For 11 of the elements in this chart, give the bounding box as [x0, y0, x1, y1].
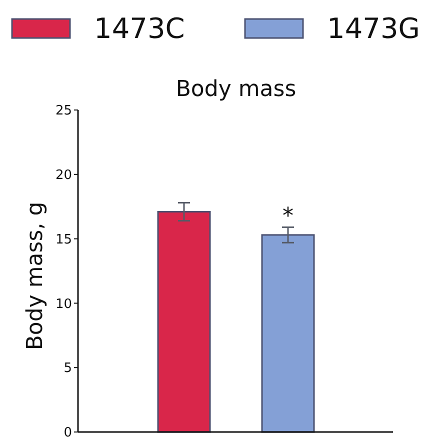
y-tick-label: 20: [55, 168, 72, 183]
y-tick-label: 15: [55, 232, 72, 248]
y-tick-label: 5: [64, 361, 72, 376]
legend-label: 1473G: [327, 12, 420, 45]
y-tick-label: 25: [55, 104, 72, 119]
y-axis-title: Body mass, g: [23, 202, 48, 350]
annotation: *: [282, 204, 294, 230]
chart-title: Body mass: [176, 77, 296, 102]
legend-label: 1473C: [94, 12, 185, 45]
y-tick-label: 0: [64, 426, 72, 441]
y-tick-label: 10: [55, 296, 72, 312]
